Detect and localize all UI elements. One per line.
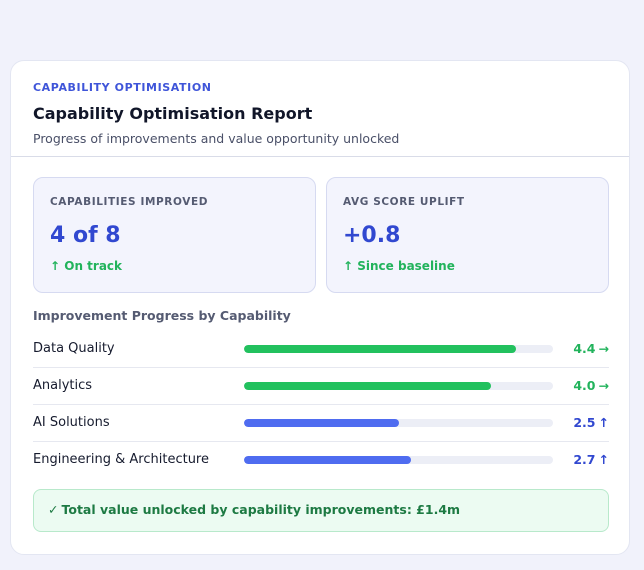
callout-text: Total value unlocked by capability impro… [61, 502, 461, 517]
score-value: 4.0 [573, 378, 596, 393]
progress-list: Data Quality 4.4 → Analytics 4.0 → AI Solu… [33, 331, 609, 479]
capability-score: 2.5 ↑ [573, 415, 609, 431]
capability-label: Engineering & Architecture [33, 452, 209, 467]
arrow-up-icon: ↑ [50, 259, 61, 273]
capability-label: Data Quality [33, 341, 115, 356]
progress-row: Data Quality 4.4 → [33, 331, 609, 368]
progress-bar-track [244, 382, 553, 390]
page-title: Capability Optimisation Report [33, 104, 313, 123]
metric-delta: ↑ On track [50, 259, 299, 274]
report-header: CAPABILITY OPTIMISATION Capability Optim… [11, 61, 629, 157]
score-value: 2.5 [573, 415, 596, 430]
report-eyebrow: CAPABILITY OPTIMISATION [33, 81, 212, 94]
progress-section-title: Improvement Progress by Capability [33, 308, 291, 323]
capability-label: AI Solutions [33, 415, 110, 430]
progress-row: AI Solutions 2.5 ↑ [33, 405, 609, 442]
arrow-right-icon: → [598, 341, 609, 356]
metric-capabilities-improved: CAPABILITIES IMPROVED 4 of 8 ↑ On track [33, 177, 316, 293]
progress-bar-fill [244, 419, 399, 427]
arrow-up-icon: ↑ [598, 452, 609, 467]
progress-row: Analytics 4.0 → [33, 368, 609, 405]
metric-delta-text: Since baseline [357, 259, 455, 273]
metric-value: +0.8 [343, 223, 401, 248]
progress-bar-fill [244, 456, 411, 464]
check-icon: ✓ [48, 502, 59, 517]
capability-score: 4.4 → [573, 341, 609, 357]
report-card: CAPABILITY OPTIMISATION Capability Optim… [10, 60, 630, 555]
report-subtitle: Progress of improvements and value oppor… [33, 131, 400, 146]
metric-delta-text: On track [64, 259, 123, 273]
arrow-right-icon: → [598, 378, 609, 393]
metrics-row: CAPABILITIES IMPROVED 4 of 8 ↑ On track … [33, 177, 609, 293]
arrow-up-icon: ↑ [598, 415, 609, 430]
progress-bar-fill [244, 345, 516, 353]
capability-label: Analytics [33, 378, 93, 393]
value-unlocked-callout: ✓ Total value unlocked by capability impr… [33, 489, 609, 532]
capability-score: 2.7 ↑ [573, 452, 609, 468]
progress-bar-track [244, 345, 553, 353]
progress-row: Engineering & Architecture 2.7 ↑ [33, 442, 609, 479]
metric-avg-score-uplift: AVG SCORE UPLIFT +0.8 ↑ Since baseline [326, 177, 609, 293]
metric-delta: ↑ Since baseline [343, 259, 592, 274]
arrow-up-icon: ↑ [343, 259, 354, 273]
score-value: 4.4 [573, 341, 596, 356]
metric-value: 4 of 8 [50, 223, 121, 248]
score-value: 2.7 [573, 452, 596, 467]
progress-bar-track [244, 419, 553, 427]
metric-label: CAPABILITIES IMPROVED [50, 196, 209, 208]
progress-bar-fill [244, 382, 492, 390]
metric-label: AVG SCORE UPLIFT [343, 196, 465, 208]
progress-bar-track [244, 456, 553, 464]
capability-score: 4.0 → [573, 378, 609, 394]
